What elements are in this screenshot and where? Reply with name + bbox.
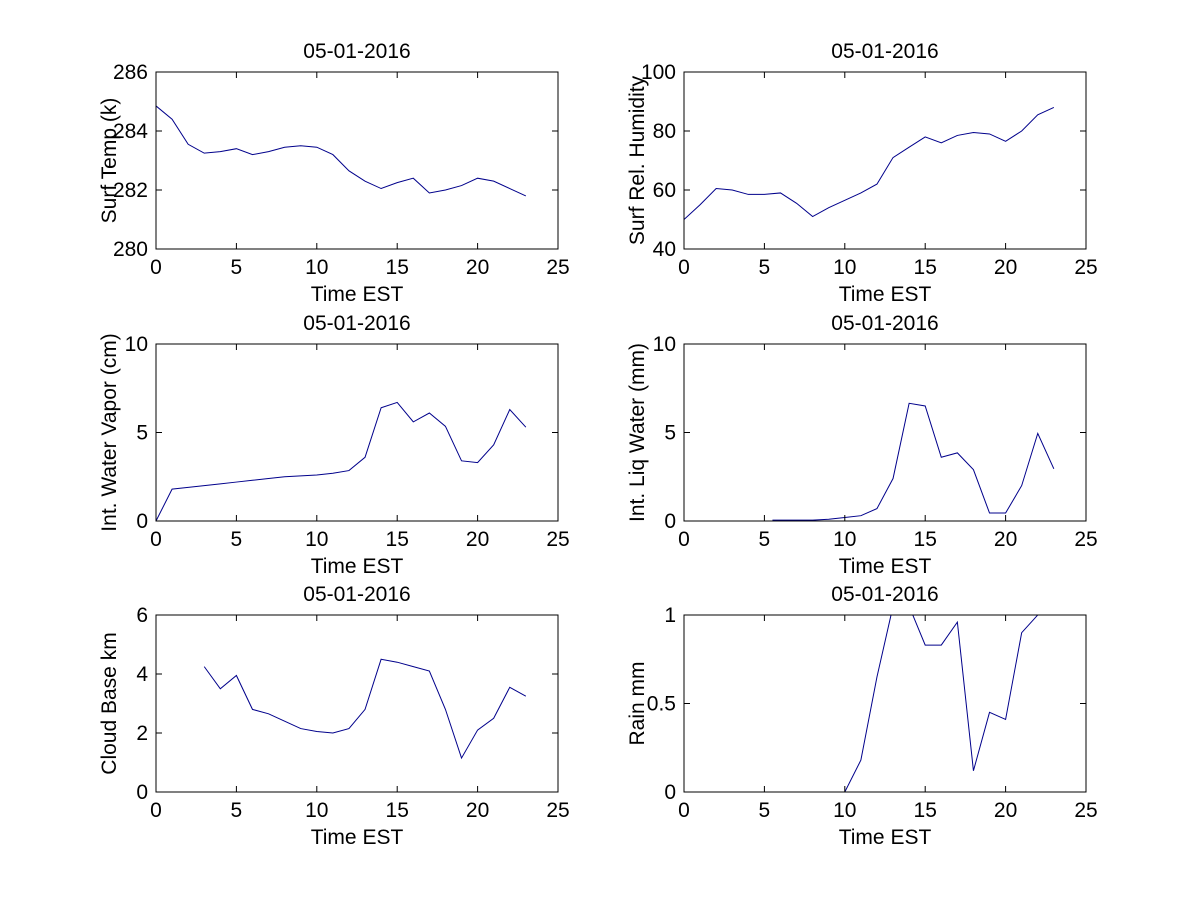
y-tick-label: 282 [113,179,148,202]
y-axis-label: Rain mm [626,661,649,745]
x-tick-label: 20 [466,256,489,279]
x-tick-label: 10 [305,528,328,551]
x-tick-label: 15 [386,256,409,279]
subplot-title: 05-01-2016 [831,40,938,63]
x-axis-label: Time EST [311,555,404,578]
x-tick-label: 15 [914,799,937,822]
x-tick-label: 5 [231,799,243,822]
y-tick-label: 5 [664,422,676,445]
x-tick-label: 20 [994,256,1017,279]
y-tick-label: 0.5 [647,693,676,716]
x-tick-label: 0 [678,799,690,822]
x-tick-label: 15 [914,528,937,551]
x-tick-label: 0 [150,528,162,551]
subplot-rain: 0 5 10 15 20 25 0 0.5 1 05-01-2016 Time EST Rain mm [626,583,1098,849]
x-tick-label: 20 [994,528,1017,551]
y-tick-label: 10 [653,333,676,356]
y-tick-label: 4 [136,663,148,686]
x-tick-label: 0 [678,528,690,551]
y-tick-label: 1 [664,604,676,627]
y-axis-label: Surf Temp (k) [98,98,121,224]
surf-temp-data-line [156,105,527,197]
x-tick-label: 15 [386,528,409,551]
y-axis-label: Cloud Base km [98,632,121,774]
surf-rel-humidity-data-line [684,106,1055,220]
x-tick-label: 20 [466,528,489,551]
x-tick-label: 5 [231,256,243,279]
y-tick-label: 0 [664,781,676,804]
x-tick-label: 25 [546,799,569,822]
axes-box [155,614,559,793]
y-axis-label: Int. Liq Water (mm) [626,343,649,522]
subplot-surf-temp: 0 5 10 15 20 25 280 282 284 286 05-01-2016 Time EST… [98,40,570,306]
subplot-title: 05-01-2016 [303,583,410,606]
x-tick-label: 20 [466,799,489,822]
subplot-surf-rel-humidity: 0 5 10 15 20 25 40 60 80 100 05-01-2016 Time EST Sur… [626,40,1098,306]
x-tick-label: 25 [546,528,569,551]
subplot-title: 05-01-2016 [831,583,938,606]
subplot-title: 05-01-2016 [303,40,410,63]
x-tick-label: 25 [1074,799,1097,822]
x-axis-label: Time EST [311,826,404,849]
rain-data-line [844,615,1039,792]
x-tick-label: 0 [150,256,162,279]
x-tick-label: 25 [1074,256,1097,279]
x-axis-label: Time EST [311,283,404,306]
x-axis-label: Time EST [839,555,932,578]
x-tick-label: 0 [150,799,162,822]
y-tick-label: 286 [113,61,148,84]
x-tick-label: 5 [759,528,771,551]
y-tick-label: 280 [113,238,148,261]
x-tick-label: 10 [833,528,856,551]
x-tick-label: 10 [833,799,856,822]
y-tick-label: 40 [653,238,676,261]
subplot-int-liq-water: 0 5 10 15 20 25 0 5 10 05-01-2016 Time EST Int. Liq… [626,312,1098,578]
x-tick-label: 5 [231,528,243,551]
x-axis-label: Time EST [839,826,932,849]
y-tick-label: 100 [641,61,676,84]
x-tick-label: 15 [386,799,409,822]
x-tick-label: 25 [1074,528,1097,551]
x-tick-label: 20 [994,799,1017,822]
x-axis-label: Time EST [839,283,932,306]
subplot-int-water-vapor: 0 5 10 15 20 25 0 5 10 05-01-2016 Time EST Int. Wat… [98,312,570,578]
y-tick-label: 2 [136,722,148,745]
axes-box [155,71,559,250]
y-tick-label: 6 [136,604,148,627]
x-tick-label: 5 [759,799,771,822]
axes-box [683,71,1087,250]
x-tick-label: 15 [914,256,937,279]
y-tick-label: 284 [113,120,148,143]
y-tick-label: 80 [653,120,676,143]
x-tick-label: 10 [833,256,856,279]
x-tick-label: 5 [759,256,771,279]
x-tick-label: 0 [678,256,690,279]
y-tick-label: 60 [653,179,676,202]
int-water-vapor-data-line [156,401,527,521]
int-liq-water-data-line [772,402,1055,521]
y-tick-label: 0 [136,510,148,533]
y-tick-label: 0 [664,510,676,533]
subplot-cloud-base: 0 5 10 15 20 25 0 2 4 6 05-01-2016 Time EST Cloud Ba… [98,583,570,849]
axes-box [155,343,559,522]
x-tick-label: 25 [546,256,569,279]
subplot-title: 05-01-2016 [831,312,938,335]
y-tick-label: 10 [125,333,148,356]
y-axis-label: Surf Rel. Humidity [626,75,649,245]
y-axis-label: Int. Water Vapor (cm) [98,333,121,531]
y-tick-label: 0 [136,781,148,804]
x-tick-label: 10 [305,256,328,279]
cloud-base-data-line [203,658,527,760]
x-tick-label: 10 [305,799,328,822]
y-tick-label: 5 [136,422,148,445]
subplot-title: 05-01-2016 [303,312,410,335]
